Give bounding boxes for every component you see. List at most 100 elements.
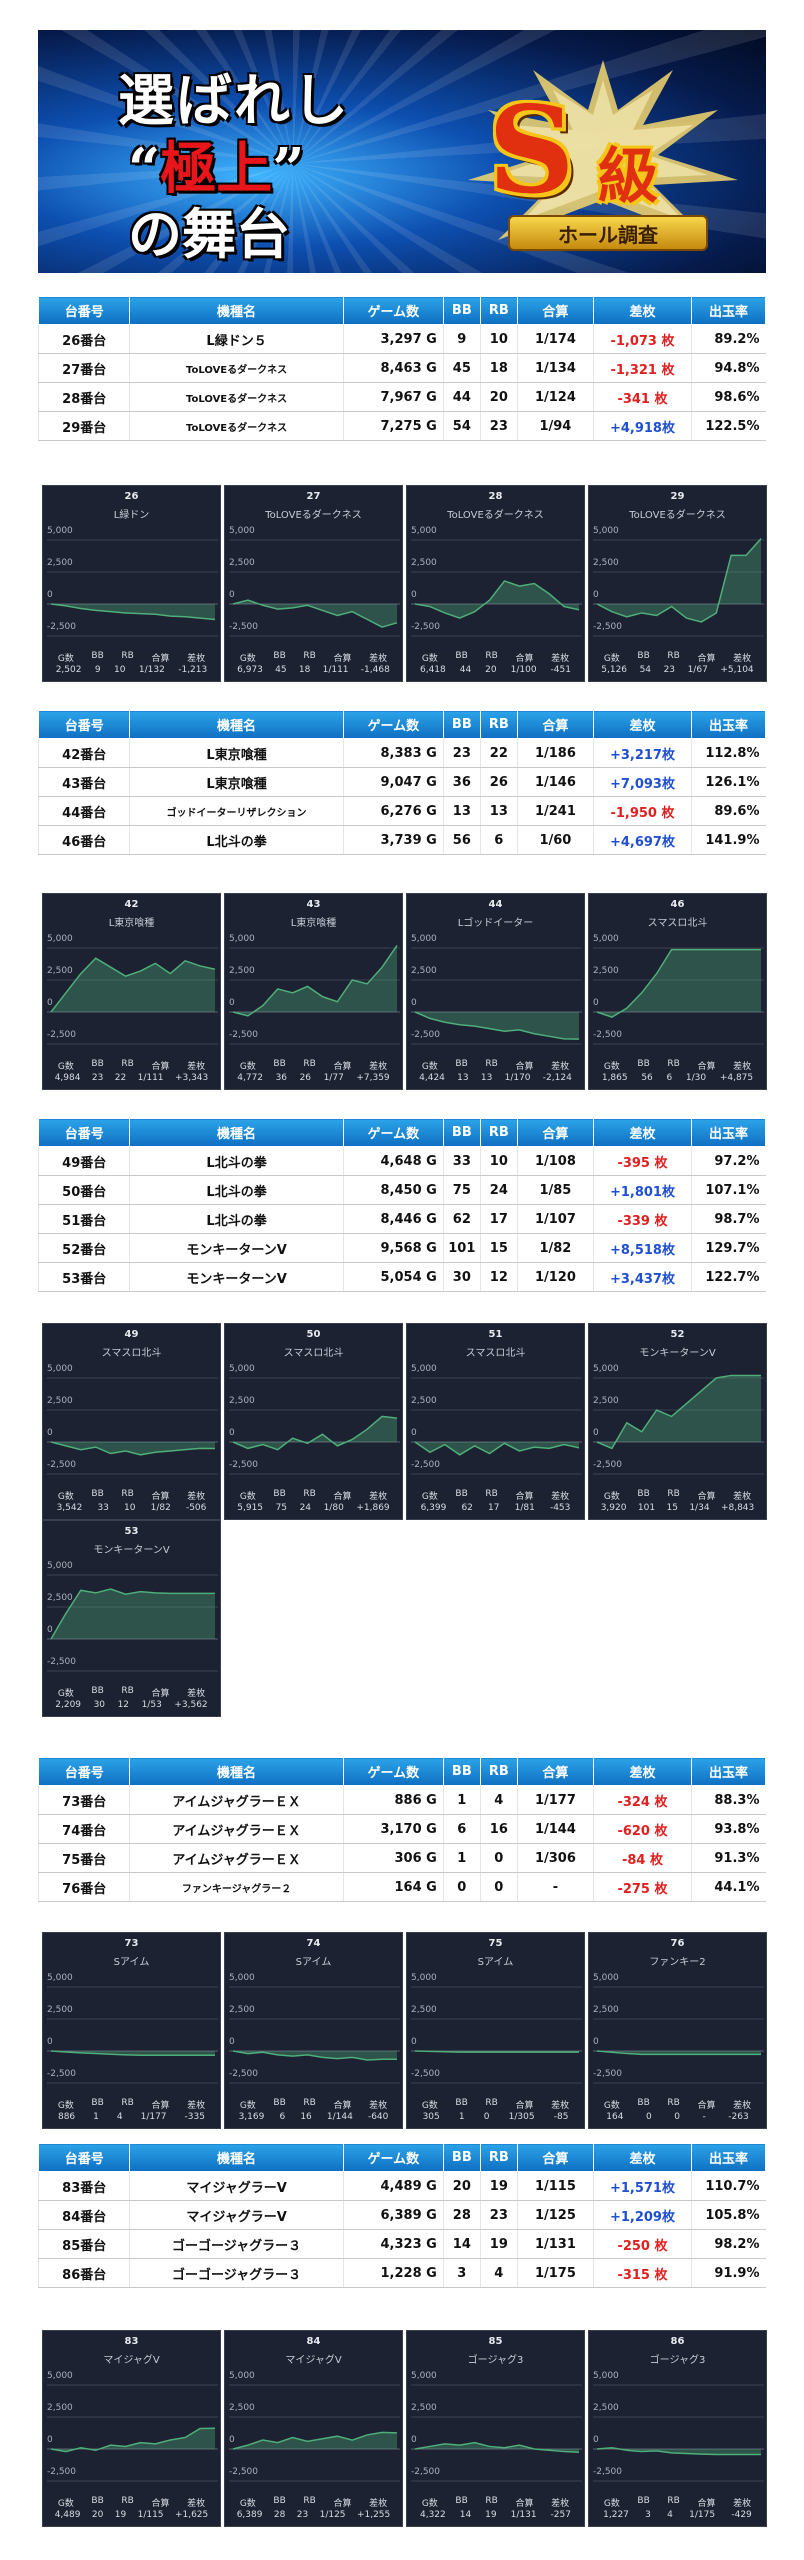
graph-stats-header: G数 BB RB 合算 差枚 xyxy=(407,2496,584,2509)
graph-stat-g: 2,209 xyxy=(55,1700,82,1710)
table-row[interactable]: 85番台 ゴーゴージャグラー３ 4,323 G 14 19 1/131 -250 枚 98.2… xyxy=(37,2229,766,2259)
graph-stat-label: 合算 xyxy=(515,2499,534,2509)
table-row[interactable]: 75番台 アイムジャグラーＥＸ 306 G 1 0 1/306 -84 枚 91.3% xyxy=(37,1843,766,1873)
cell-rate: 122.5% xyxy=(690,411,766,441)
graph-axis-label: -2,500 xyxy=(47,622,77,632)
column-header: ゲーム数 xyxy=(342,2143,444,2172)
graph-stat-gosan: 1/34 xyxy=(689,1503,710,1513)
cell-samai: -395 枚 xyxy=(593,1146,692,1176)
cell-rate: 89.6% xyxy=(690,796,766,826)
graph-area xyxy=(415,1012,579,1040)
slump-graph xyxy=(229,945,400,1045)
table-row[interactable]: 84番台 マイジャグラーV 6,389 G 28 23 1/125 +1,209枚 105.8… xyxy=(37,2200,766,2230)
graph-stat-label: 合算 xyxy=(515,1492,534,1502)
graph-stat-label: 差枚 xyxy=(733,2499,752,2509)
graph-line xyxy=(414,1011,580,1040)
table-row[interactable]: 29番台 ToLOVEるダークネス 7,275 G 54 23 1/94 +4,918枚 12… xyxy=(37,411,766,441)
slump-graph-card[interactable]: 50 スマスロ北斗 5,000 2,500 0 -2,500 G数 BB RB 合算 差枚 5,915… xyxy=(224,1323,403,1520)
slump-graph-card[interactable]: 26 L緑ドン 5,000 2,500 0 -2,500 G数 BB RB 合算 差枚 2,502 9 1… xyxy=(42,485,221,682)
cell-gosan: 1/94 xyxy=(516,411,594,441)
slump-graph-card[interactable]: 83 マイジャグV 5,000 2,500 0 -2,500 G数 BB RB 合算 差枚 4,489… xyxy=(42,2330,221,2527)
table-row[interactable]: 76番台 ファンキージャグラー２ 164 G 0 0- -275 枚 44.1% xyxy=(37,1872,766,1902)
table-row[interactable]: 44番台 ゴッドイーターリザレクション 6,276 G 13 13 1/241 -1,950… xyxy=(37,796,766,826)
graph-stat-samai: +1,869 xyxy=(356,1503,390,1513)
graph-stats-header: G数 BB RB 合算 差枚 xyxy=(225,1059,402,1072)
graph-stat-label: 差枚 xyxy=(369,1062,388,1072)
graph-axis-label: 5,000 xyxy=(593,934,619,944)
graph-axis-label: 5,000 xyxy=(47,1561,73,1571)
graph-stat-label: 差枚 xyxy=(551,2499,570,2509)
table-row[interactable]: 43番台 L東京喰種 9,047 G 36 26 1/146 +7,093枚 126.1% xyxy=(37,767,766,797)
graph-stat-samai: -85 xyxy=(553,2112,569,2122)
table-row[interactable]: 53番台 モンキーターンV 5,054 G 30 12 1/120 +3,437枚 122.7… xyxy=(37,1262,766,1292)
cell-bb: 101 xyxy=(442,1233,481,1263)
graph-axis-label: 0 xyxy=(47,2037,53,2047)
slump-graph-card[interactable]: 27 ToLOVEるダークネス 5,000 2,500 0 -2,500 G数 BB RB 合算 差… xyxy=(224,485,403,682)
table-row[interactable]: 27番台 ToLOVEるダークネス 8,463 G 45 18 1/134 -1,321 枚… xyxy=(37,353,766,383)
cell-no: 43番台 xyxy=(37,767,130,797)
slump-graph-card[interactable]: 51 スマスロ北斗 5,000 2,500 0 -2,500 G数 BB RB 合算 差枚 6,399… xyxy=(406,1323,585,1520)
slump-graph-card[interactable]: 42 L東京喰種 5,000 2,500 0 -2,500 G数 BB RB 合算 差枚 4,984 2… xyxy=(42,893,221,1090)
cell-samai: +3,217枚 xyxy=(593,738,692,768)
graph-axis-label: 2,500 xyxy=(229,966,255,976)
graph-stat-gosan: 1/80 xyxy=(323,1503,344,1513)
graph-stat-g: 2,502 xyxy=(55,665,82,675)
cell-rate: 97.2% xyxy=(690,1146,766,1176)
cell-rate: 107.1% xyxy=(690,1175,766,1205)
table-row[interactable]: 46番台 L北斗の拳 3,739 G 56 6 1/60 +4,697枚 141.9% xyxy=(37,825,766,855)
graph-axis-label: -2,500 xyxy=(593,2467,623,2477)
slump-graph-card[interactable]: 44 Lゴッドイーター 5,000 2,500 0 -2,500 G数 BB RB 合算 差枚 4,4… xyxy=(406,893,585,1090)
column-header: 差枚 xyxy=(593,296,692,325)
graph-axis-label: 0 xyxy=(229,998,235,1008)
table-row[interactable]: 26番台 L緑ドン５ 3,297 G 9 10 1/174 -1,073 枚 89.2% xyxy=(37,324,766,354)
graph-machine-number: 42 xyxy=(124,899,139,910)
graph-stat-label: 合算 xyxy=(333,2101,352,2111)
graph-stat-g: 5,915 xyxy=(237,1503,264,1513)
slump-graph-card[interactable]: 49 スマスロ北斗 5,000 2,500 0 -2,500 G数 BB RB 合算 差枚 3,542… xyxy=(42,1323,221,1520)
slump-graph-card[interactable]: 29 ToLOVEるダークネス 5,000 2,500 0 -2,500 G数 BB RB 合算 差… xyxy=(588,485,767,682)
table-row[interactable]: 83番台 マイジャグラーV 4,489 G 20 19 1/115 +1,571枚 110.7… xyxy=(37,2171,766,2201)
slump-graph-card[interactable]: 84 マイジャグV 5,000 2,500 0 -2,500 G数 BB RB 合算 差枚 6,389… xyxy=(224,2330,403,2527)
slump-graph-card[interactable]: 43 L東京喰種 5,000 2,500 0 -2,500 G数 BB RB 合算 差枚 4,772 3… xyxy=(224,893,403,1090)
cell-gosan: 1/124 xyxy=(516,382,594,412)
column-header: 合算 xyxy=(516,1757,595,1786)
table-row[interactable]: 28番台 ToLOVEるダークネス 7,967 G 44 20 1/124 -341 枚 98… xyxy=(37,382,766,412)
slump-graph-card[interactable]: 73 Sアイム 5,000 2,500 0 -2,500 G数 BB RB 合算 差枚 886 1 4 1/… xyxy=(42,1932,221,2129)
graph-stat-label: BB xyxy=(455,2496,468,2506)
graph-machine-name: モンキーターンV xyxy=(639,1348,716,1359)
graph-axis-label: 5,000 xyxy=(229,526,255,536)
slump-graph-card[interactable]: 85 ゴージャグ3 5,000 2,500 0 -2,500 G数 BB RB 合算 差枚 4,322… xyxy=(406,2330,585,2527)
table-row[interactable]: 73番台 アイムジャグラーＥＸ 886 G 1 4 1/177 -324 枚 88.3% xyxy=(37,1785,766,1815)
slump-graph-card[interactable]: 75 Sアイム 5,000 2,500 0 -2,500 G数 BB RB 合算 差枚 305 1 0 1/… xyxy=(406,1932,585,2129)
cell-no: 84番台 xyxy=(37,2200,130,2230)
graph-stat-samai: -1,213 xyxy=(178,665,208,675)
graph-machine-name: マイジャグV xyxy=(103,2355,160,2366)
graph-axis-label: 5,000 xyxy=(229,1973,255,1983)
slump-graph-card[interactable]: 53 モンキーターンV 5,000 2,500 0 -2,500 G数 BB RB 合算 差枚 2,2… xyxy=(42,1520,221,1717)
table-row[interactable]: 74番台 アイムジャグラーＥＸ 3,170 G 6 16 1/144 -620 枚 93.8% xyxy=(37,1814,766,1844)
table-row[interactable]: 49番台 L北斗の拳 4,648 G 33 10 1/108 -395 枚 97.2% xyxy=(37,1146,766,1176)
table-row[interactable]: 86番台 ゴーゴージャグラー３ 1,228 G 3 4 1/175 -315 枚 91.9% xyxy=(37,2258,766,2288)
table-row[interactable]: 42番台 L東京喰種 8,383 G 23 22 1/186 +3,217枚 112.8% xyxy=(37,738,766,768)
slump-graph-card[interactable]: 76 ファンキー2 5,000 2,500 0 -2,500 G数 BB RB 合算 差枚 164 0 0… xyxy=(588,1932,767,2129)
graph-stat-rb: 17 xyxy=(488,1503,500,1513)
quote-close: ” xyxy=(272,136,305,202)
slump-graph-card[interactable]: 52 モンキーターンV 5,000 2,500 0 -2,500 G数 BB RB 合算 差枚 3,9… xyxy=(588,1323,767,1520)
cell-gosan: 1/115 xyxy=(516,2171,594,2201)
cell-name: マイジャグラーV xyxy=(129,2171,344,2201)
slump-graph-card[interactable]: 28 ToLOVEるダークネス 5,000 2,500 0 -2,500 G数 BB RB 合算 差… xyxy=(406,485,585,682)
slump-graph-card[interactable]: 46 スマスロ北斗 5,000 2,500 0 -2,500 G数 BB RB 合算 差枚 1,865… xyxy=(588,893,767,1090)
graph-axis-label: -2,500 xyxy=(411,2069,441,2079)
graph-stat-label: BB xyxy=(91,1059,104,1069)
graph-stat-label: 差枚 xyxy=(733,1492,752,1502)
cell-bb: 62 xyxy=(442,1204,481,1234)
cell-bb: 1 xyxy=(442,1785,481,1815)
slump-graph-card[interactable]: 86 ゴージャグ3 5,000 2,500 0 -2,500 G数 BB RB 合算 差枚 1,227… xyxy=(588,2330,767,2527)
graph-stat-bb: 54 xyxy=(639,665,652,675)
table-row[interactable]: 50番台 L北斗の拳 8,450 G 75 24 1/85 +1,801枚 107.1% xyxy=(37,1175,766,1205)
graph-stats-header: G数 BB RB 合算 差枚 xyxy=(43,1059,220,1072)
table-row[interactable]: 51番台 L北斗の拳 8,446 G 62 17 1/107 -339 枚 98.7% xyxy=(37,1204,766,1234)
graph-stat-label: 差枚 xyxy=(369,2101,388,2111)
table-row[interactable]: 52番台 モンキーターンV 9,568 G 101 15 1/82 +8,518枚 129.7… xyxy=(37,1233,766,1263)
slump-graph-card[interactable]: 74 Sアイム 5,000 2,500 0 -2,500 G数 BB RB 合算 差枚 3,169 6 1… xyxy=(224,1932,403,2129)
